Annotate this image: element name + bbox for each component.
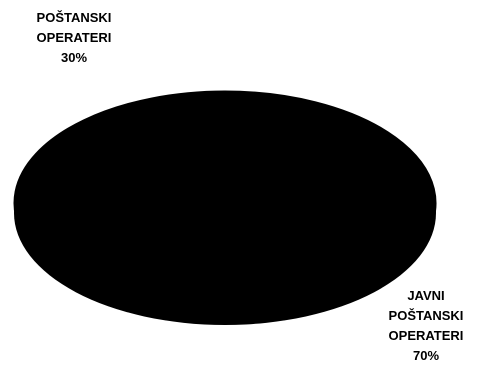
pie-slices xyxy=(13,90,437,325)
slice-label-line: OPERATERI xyxy=(388,328,464,343)
slice-label-postanski-operateri: POŠTANSKI OPERATERI 30% xyxy=(14,8,134,68)
slice-label-line: POŠTANSKI xyxy=(36,10,112,25)
slice-label-javni-postanski-operateri: JAVNI POŠTANSKI OPERATERI 70% xyxy=(368,286,484,366)
pie-slice-javni-postanski-operateri xyxy=(13,90,427,316)
slice-percent-label: 30% xyxy=(60,50,88,65)
pie-slice-postanski-operateri xyxy=(224,90,437,239)
slice-label-line: OPERATERI xyxy=(36,30,112,45)
slice-percent-label: 70% xyxy=(412,348,440,363)
slice-label-line: POŠTANSKI xyxy=(388,308,464,323)
slice-label-line: JAVNI xyxy=(407,288,445,303)
